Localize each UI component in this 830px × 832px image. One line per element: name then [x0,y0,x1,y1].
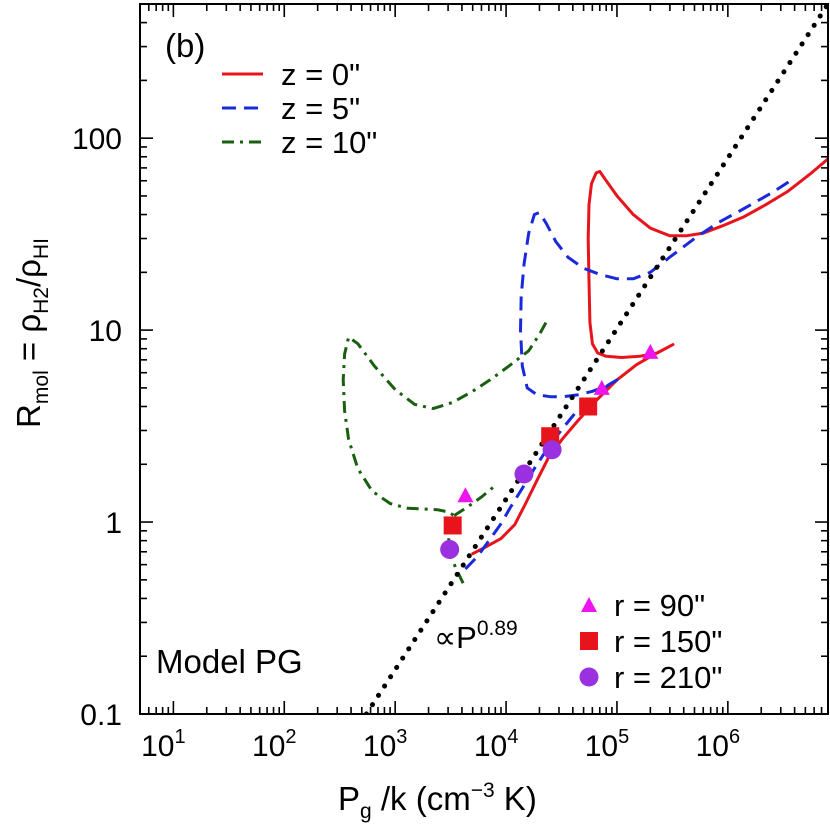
x-tick-label: 105 [585,726,630,763]
legend-marker-label: r = 150" [614,624,722,659]
marker-triangle-1 [593,379,610,395]
y-label-r: R [10,404,47,428]
x-tick-base: 10 [474,730,507,763]
legend-marker-swatch [580,632,598,650]
y-label-eq: = ρ [10,314,47,370]
marker-square-0 [443,516,462,535]
series-line-1 [464,176,796,570]
x-tick-base: 10 [585,730,618,763]
y-tick-label: 1 [105,507,122,540]
power-law-prefix: ∝P [434,620,477,655]
y-label-mol: mol [30,370,53,404]
x-label-main: P [338,780,360,817]
legend-marker-label: r = 90" [614,588,705,623]
x-tick-base: 10 [141,730,174,763]
x-label-end: K) [495,780,537,817]
x-label-sup: −3 [471,779,495,802]
x-tick-base: 10 [363,730,396,763]
legend-marker-swatch [579,667,599,687]
x-tick-exp: 6 [729,726,740,748]
x-tick-base: 10 [696,730,729,763]
panel-label: (b) [165,27,205,64]
x-axis-label: Pg /k (cm−3 K) [338,779,537,823]
marker-square-2 [579,397,598,416]
marker-triangle-0 [457,487,474,503]
y-tick-label: 0.1 [80,699,122,732]
x-tick-label: 101 [141,726,186,763]
power-law-line [363,4,828,714]
x-label-sub: g [360,800,372,823]
legend-line-label: z = 10" [281,125,377,160]
x-tick-exp: 3 [396,726,407,748]
model-label: Model PG [156,643,303,680]
y-tick-label: 10 [89,315,122,348]
marker-circle-0 [440,539,460,559]
x-tick-exp: 4 [507,726,518,748]
legend-marker-label: r = 210" [614,660,722,695]
marker-circle-2 [542,440,562,460]
x-tick-exp: 5 [618,726,629,748]
power-law-exponent: 0.89 [477,617,518,640]
x-label-rest: /k (cm [372,780,471,817]
x-tick-label: 102 [252,726,297,763]
x-tick-label: 106 [696,726,741,763]
markers-layer [440,343,659,559]
y-axis-label: Rmol = ρH2/ρHI [10,238,53,428]
legend-line-label: z = 5" [281,91,360,126]
x-tick-exp: 2 [285,726,296,748]
x-tick-label: 103 [363,726,408,763]
legend-marker-swatch [581,597,597,612]
y-tick-label: 100 [72,123,122,156]
legend-layer: z = 0"z = 5"z = 10" r = 90"r = 150"r = 21… [222,57,722,695]
plot-frame [139,3,829,715]
x-tick-label: 104 [474,726,519,763]
marker-triangle-2 [642,343,659,359]
y-label-slash: /ρ [10,259,47,287]
legend-line-label: z = 0" [281,57,360,92]
power-law-label: ∝P0.89 [434,617,518,655]
series-line-3 [453,484,497,517]
axes-layer [139,3,829,715]
y-label-h2: H2 [30,287,53,314]
y-label-hi: HI [30,238,53,259]
x-tick-exp: 1 [175,726,186,748]
marker-circle-1 [514,464,534,484]
x-tick-base: 10 [252,730,285,763]
text-layer: (b) Model PG ∝P0.89 Pg /k (cm−3 K) Rmol … [10,27,740,823]
